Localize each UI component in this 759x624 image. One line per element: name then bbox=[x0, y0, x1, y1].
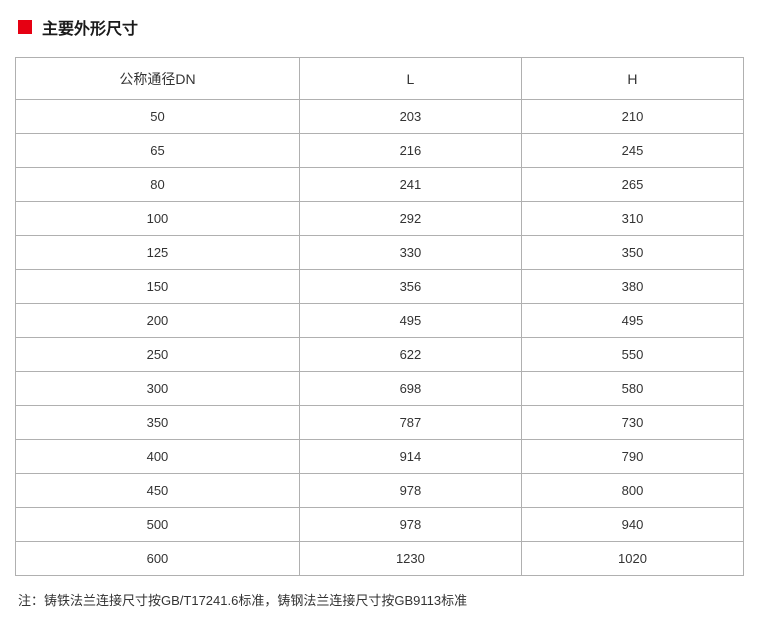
table-cell: 241 bbox=[299, 168, 521, 202]
table-cell: 310 bbox=[521, 202, 743, 236]
table-cell: 698 bbox=[299, 372, 521, 406]
table-cell: 1020 bbox=[521, 542, 743, 576]
table-cell: 65 bbox=[16, 134, 300, 168]
table-cell: 356 bbox=[299, 270, 521, 304]
table-cell: 914 bbox=[299, 440, 521, 474]
table-cell: 978 bbox=[299, 508, 521, 542]
table-cell: 730 bbox=[521, 406, 743, 440]
header-marker-icon bbox=[18, 20, 32, 34]
table-row: 150356380 bbox=[16, 270, 744, 304]
dimension-table: 公称通径DNLH 5020321065216245802412651002923… bbox=[15, 57, 744, 576]
table-row: 65216245 bbox=[16, 134, 744, 168]
table-cell: 622 bbox=[299, 338, 521, 372]
table-cell: 350 bbox=[521, 236, 743, 270]
table-cell: 400 bbox=[16, 440, 300, 474]
table-cell: 200 bbox=[16, 304, 300, 338]
table-cell: 210 bbox=[521, 100, 743, 134]
table-cell: 125 bbox=[16, 236, 300, 270]
table-header-cell: H bbox=[521, 58, 743, 100]
table-cell: 100 bbox=[16, 202, 300, 236]
table-body: 5020321065216245802412651002923101253303… bbox=[16, 100, 744, 576]
section-header: 主要外形尺寸 bbox=[15, 15, 744, 39]
table-cell: 978 bbox=[299, 474, 521, 508]
table-cell: 495 bbox=[521, 304, 743, 338]
table-row: 500978940 bbox=[16, 508, 744, 542]
table-cell: 216 bbox=[299, 134, 521, 168]
table-row: 80241265 bbox=[16, 168, 744, 202]
table-cell: 245 bbox=[521, 134, 743, 168]
table-cell: 250 bbox=[16, 338, 300, 372]
table-cell: 380 bbox=[521, 270, 743, 304]
table-row: 400914790 bbox=[16, 440, 744, 474]
table-cell: 330 bbox=[299, 236, 521, 270]
table-head: 公称通径DNLH bbox=[16, 58, 744, 100]
table-cell: 800 bbox=[521, 474, 743, 508]
table-cell: 787 bbox=[299, 406, 521, 440]
table-cell: 790 bbox=[521, 440, 743, 474]
table-cell: 300 bbox=[16, 372, 300, 406]
table-row: 60012301020 bbox=[16, 542, 744, 576]
table-cell: 292 bbox=[299, 202, 521, 236]
table-row: 350787730 bbox=[16, 406, 744, 440]
table-row: 100292310 bbox=[16, 202, 744, 236]
table-cell: 203 bbox=[299, 100, 521, 134]
table-row: 250622550 bbox=[16, 338, 744, 372]
table-row: 200495495 bbox=[16, 304, 744, 338]
footnote: 注：铸铁法兰连接尺寸按GB/T17241.6标准，铸钢法兰连接尺寸按GB9113… bbox=[15, 590, 744, 609]
table-cell: 150 bbox=[16, 270, 300, 304]
table-cell: 350 bbox=[16, 406, 300, 440]
table-cell: 80 bbox=[16, 168, 300, 202]
table-cell: 550 bbox=[521, 338, 743, 372]
table-row: 300698580 bbox=[16, 372, 744, 406]
table-row: 50203210 bbox=[16, 100, 744, 134]
table-cell: 940 bbox=[521, 508, 743, 542]
table-cell: 265 bbox=[521, 168, 743, 202]
table-cell: 450 bbox=[16, 474, 300, 508]
table-cell: 50 bbox=[16, 100, 300, 134]
table-cell: 495 bbox=[299, 304, 521, 338]
table-cell: 500 bbox=[16, 508, 300, 542]
table-row: 125330350 bbox=[16, 236, 744, 270]
table-header-cell: L bbox=[299, 58, 521, 100]
table-header-row: 公称通径DNLH bbox=[16, 58, 744, 100]
table-header-cell: 公称通径DN bbox=[16, 58, 300, 100]
table-cell: 600 bbox=[16, 542, 300, 576]
table-cell: 1230 bbox=[299, 542, 521, 576]
table-row: 450978800 bbox=[16, 474, 744, 508]
section-title: 主要外形尺寸 bbox=[42, 15, 138, 39]
table-cell: 580 bbox=[521, 372, 743, 406]
